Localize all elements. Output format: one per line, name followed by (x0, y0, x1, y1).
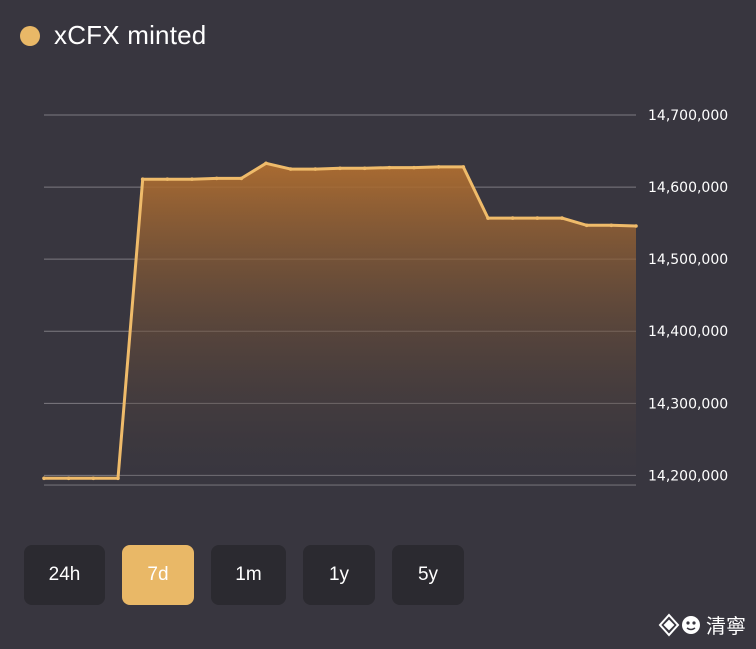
y-tick-label: 14,500,000 (648, 252, 728, 268)
range-selector: 24h 7d 1m 1y 5y (24, 545, 481, 605)
y-tick-label: 14,200,000 (648, 468, 728, 484)
data-point (486, 216, 490, 220)
data-point (584, 223, 589, 228)
range-button-5y[interactable]: 5y (392, 545, 464, 605)
data-point (239, 176, 244, 181)
data-point (214, 176, 219, 181)
legend-label: xCFX minted (54, 20, 207, 50)
series-area-fill (44, 163, 636, 486)
area-chart: 14,200,000 14,300,000 14,400,000 14,500,000… (42, 108, 728, 486)
data-point (264, 161, 268, 166)
data-point (461, 165, 466, 169)
watermark-logo-icon (658, 613, 702, 637)
data-point (42, 476, 46, 481)
watermark-text: 清寧 (706, 616, 746, 638)
data-point (560, 216, 564, 220)
range-button-24h[interactable]: 24h (24, 545, 105, 605)
data-point (535, 216, 540, 220)
legend-dot-icon (20, 25, 40, 46)
data-point (634, 224, 638, 228)
y-tick-label: 14,300,000 (648, 396, 728, 412)
data-point (116, 476, 120, 481)
range-button-1m[interactable]: 1m (211, 545, 286, 605)
data-point (66, 476, 71, 481)
range-button-7d[interactable]: 7d (122, 545, 194, 605)
data-point (436, 165, 441, 169)
data-point (362, 166, 367, 171)
data-point (288, 167, 293, 171)
data-points (42, 161, 638, 481)
watermark: 清寧 (658, 610, 746, 639)
y-tick-label: 14,700,000 (648, 108, 728, 124)
y-tick-label: 14,600,000 (648, 180, 728, 196)
data-point (510, 216, 515, 220)
chart-legend: xCFX minted (20, 20, 206, 51)
data-point (338, 166, 342, 171)
data-point (165, 177, 170, 181)
data-point (412, 165, 416, 170)
y-axis-tick-labels: 14,200,000 14,300,000 14,400,000 14,500,000… (648, 108, 728, 484)
range-button-1y[interactable]: 1y (303, 545, 375, 605)
data-point (609, 223, 614, 228)
data-point (313, 167, 318, 171)
y-tick-label: 14,400,000 (648, 324, 728, 340)
data-point (190, 177, 194, 181)
data-point (91, 476, 96, 481)
data-point (387, 165, 392, 170)
data-point (140, 177, 145, 181)
